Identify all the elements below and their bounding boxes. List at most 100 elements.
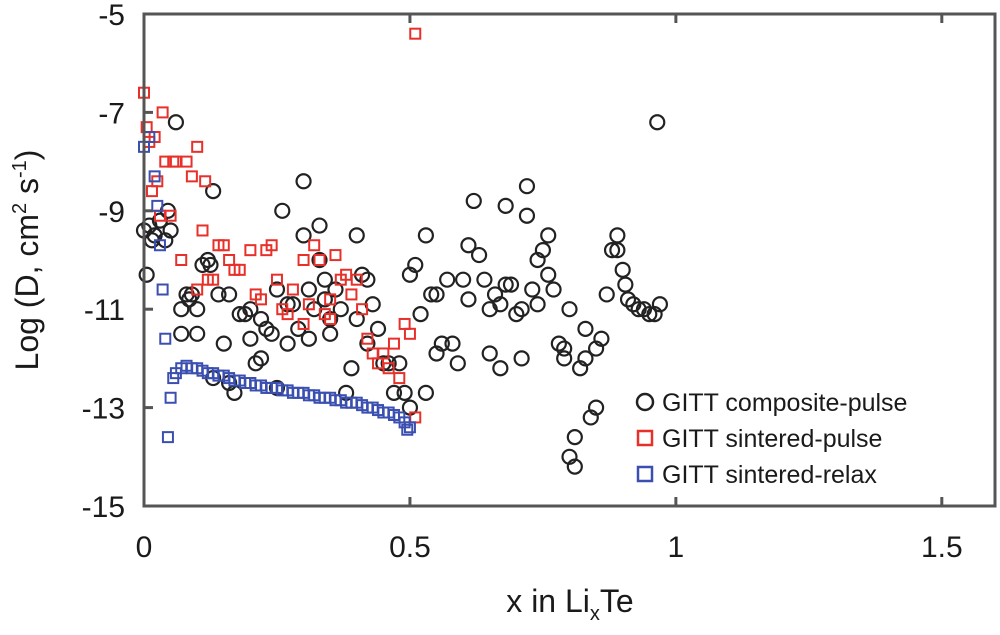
data-point-gitt-composite-pulse — [609, 227, 626, 244]
x-tick-label: 1 — [668, 531, 685, 564]
data-point-gitt-composite-pulse — [295, 227, 312, 244]
data-point-gitt-composite-pulse — [215, 335, 232, 352]
data-point-gitt-composite-pulse — [412, 306, 429, 323]
data-point-gitt-sintered-pulse — [302, 298, 315, 311]
data-point-gitt-sintered-pulse — [387, 337, 400, 350]
data-point-gitt-composite-pulse — [236, 306, 254, 323]
data-point-gitt-composite-pulse — [587, 399, 605, 416]
data-point-gitt-composite-pulse — [194, 256, 211, 274]
data-point-gitt-composite-pulse — [258, 320, 275, 337]
data-point-gitt-sintered-pulse — [297, 317, 310, 330]
data-point-gitt-composite-pulse — [343, 360, 360, 377]
data-point-gitt-composite-pulse — [540, 266, 557, 283]
y-tick-label: -13 — [82, 393, 125, 426]
data-point-gitt-sintered-pulse — [324, 313, 337, 326]
data-point-gitt-composite-pulse — [316, 271, 333, 288]
data-point-gitt-composite-pulse — [577, 320, 594, 337]
data-point-gitt-composite-pulse — [295, 173, 312, 190]
data-point-gitt-sintered-pulse — [180, 155, 193, 168]
data-point-gitt-composite-pulse — [348, 227, 365, 244]
data-point-gitt-composite-pulse — [189, 301, 206, 318]
data-point-gitt-composite-pulse — [407, 256, 424, 274]
data-point-gitt-sintered-pulse — [313, 254, 326, 266]
data-point-gitt-composite-pulse — [263, 325, 280, 342]
data-point-gitt-sintered-relax — [156, 283, 169, 296]
data-point-gitt-composite-pulse — [449, 355, 466, 372]
data-point-gitt-composite-pulse — [460, 237, 477, 254]
data-point-gitt-composite-pulse — [311, 251, 328, 269]
data-marks — [135, 27, 669, 475]
data-point-gitt-sintered-pulse — [329, 249, 342, 262]
data-point-gitt-composite-pulse — [492, 296, 509, 313]
y-tick-label: -5 — [98, 0, 125, 32]
data-point-gitt-sintered-pulse — [265, 239, 278, 252]
data-point-gitt-composite-pulse — [316, 291, 333, 308]
data-point-gitt-composite-pulse — [492, 360, 509, 377]
data-point-gitt-sintered-pulse — [217, 239, 230, 252]
data-point-gitt-composite-pulse — [311, 217, 328, 234]
data-point-gitt-composite-pulse — [268, 281, 286, 298]
data-point-gitt-sintered-pulse — [393, 372, 406, 385]
data-point-gitt-composite-pulse — [470, 246, 488, 264]
data-point-gitt-composite-pulse — [566, 429, 583, 446]
data-point-gitt-composite-pulse — [210, 286, 227, 303]
data-point-gitt-composite-pulse — [460, 291, 477, 308]
data-point-gitt-composite-pulse — [138, 266, 155, 283]
data-point-gitt-sintered-pulse — [175, 254, 188, 266]
data-point-gitt-composite-pulse — [173, 301, 190, 318]
data-point-gitt-composite-pulse — [242, 330, 259, 347]
x-axis-label: x in LixTe — [506, 583, 633, 625]
data-point-gitt-composite-pulse — [279, 335, 296, 352]
data-point-gitt-composite-pulse — [221, 286, 238, 303]
data-point-gitt-sintered-relax — [153, 239, 166, 252]
data-point-gitt-composite-pulse — [247, 355, 264, 372]
data-point-gitt-sintered-pulse — [350, 273, 363, 286]
data-point-gitt-sintered-pulse — [156, 106, 169, 119]
data-point-gitt-sintered-pulse — [281, 308, 294, 321]
y-axis-label: Log (D, cm2 s-1) — [9, 150, 45, 371]
data-point-gitt-composite-pulse — [497, 197, 514, 214]
data-point-gitt-composite-pulse — [641, 306, 658, 323]
data-point-gitt-composite-pulse — [444, 335, 461, 352]
legend-marker-composite-pulse — [635, 392, 655, 412]
data-point-gitt-composite-pulse — [550, 335, 567, 352]
y-tick-label: -11 — [84, 294, 125, 327]
data-point-gitt-composite-pulse — [545, 281, 562, 298]
data-point-gitt-composite-pulse — [598, 286, 615, 303]
data-point-gitt-composite-pulse — [524, 281, 541, 298]
data-point-gitt-composite-pulse — [556, 340, 573, 357]
y-tick-label: -7 — [98, 97, 125, 130]
x-tick-label: 1.5 — [921, 531, 963, 564]
data-point-gitt-sintered-pulse — [356, 303, 369, 316]
data-point-gitt-composite-pulse — [577, 350, 594, 367]
data-point-gitt-sintered-relax — [151, 199, 164, 212]
data-point-gitt-sintered-pulse — [324, 293, 337, 306]
x-tick-label: 0.5 — [389, 531, 431, 564]
data-point-gitt-sintered-pulse — [244, 244, 257, 257]
data-point-gitt-composite-pulse — [396, 384, 413, 401]
data-point-gitt-composite-pulse — [651, 296, 669, 313]
data-point-gitt-composite-pulse — [173, 325, 190, 342]
data-point-gitt-sintered-relax — [161, 431, 174, 444]
data-point-gitt-sintered-pulse — [345, 288, 358, 301]
y-tick-label: -15 — [82, 491, 125, 524]
legend-label-sintered-pulse: GITT sintered-pulse — [662, 425, 882, 453]
data-point-gitt-composite-pulse — [162, 222, 179, 239]
legend-marker-sintered-pulse — [636, 429, 654, 447]
data-point-gitt-composite-pulse — [518, 178, 536, 195]
data-point-gitt-sintered-relax — [159, 332, 172, 345]
data-point-gitt-composite-pulse — [502, 276, 520, 293]
data-point-gitt-sintered-relax — [164, 391, 177, 404]
data-point-gitt-sintered-pulse — [377, 347, 390, 360]
data-point-gitt-composite-pulse — [561, 301, 578, 318]
data-point-gitt-composite-pulse — [300, 281, 317, 298]
data-point-gitt-composite-pulse — [513, 350, 530, 367]
y-tick-label: -9 — [98, 196, 125, 229]
axis-ticks: 0 0.5 1 1.5 -5 -7 -9 -11 -13 -15 — [82, 0, 963, 564]
data-point-gitt-sintered-pulse — [164, 209, 177, 222]
data-point-gitt-sintered-relax — [403, 421, 416, 434]
plot-frame — [142, 12, 997, 508]
data-point-gitt-composite-pulse — [529, 296, 546, 313]
data-point-gitt-composite-pulse — [242, 301, 259, 318]
data-point-gitt-composite-pulse — [556, 350, 573, 367]
